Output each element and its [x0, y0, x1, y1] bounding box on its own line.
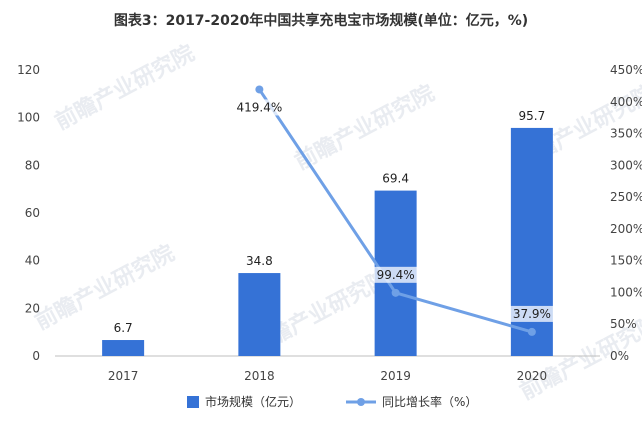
legend-line-marker	[357, 398, 365, 406]
line-point	[391, 288, 400, 297]
left-axis-tick-label: 80	[25, 158, 40, 172]
bar	[238, 273, 281, 356]
right-axis-tick-label: 400%	[610, 95, 642, 109]
line-data-label: 37.9%	[513, 307, 551, 321]
x-axis: 2017 2018 2019 2020	[108, 369, 547, 383]
right-axis-tick-label: 0%	[610, 349, 629, 363]
right-axis-tick-label: 300%	[610, 158, 642, 172]
x-axis-tick-label: 2018	[244, 369, 275, 383]
right-axis-tick-label: 200%	[610, 222, 642, 236]
x-axis-tick-label: 2020	[517, 369, 548, 383]
watermark-text: 前瞻产业研究院	[51, 40, 199, 135]
left-axis-tick-label: 20	[25, 301, 40, 315]
right-axis-tick-label: 450%	[610, 63, 642, 77]
legend-line-label: 同比增长率（%）	[382, 394, 477, 409]
left-axis-tick-label: 40	[25, 254, 40, 268]
bar-data-label: 69.4	[382, 172, 409, 186]
chart-title: 图表3：2017-2020年中国共享充电宝市场规模(单位：亿元，%)	[113, 13, 529, 29]
line-data-label: 419.4%	[236, 100, 282, 114]
right-axis-tick-label: 250%	[610, 190, 642, 204]
line-point	[527, 327, 536, 336]
watermark-text: 前瞻产业研究院	[31, 240, 179, 335]
left-axis-tick-label: 0	[32, 349, 40, 363]
bar-data-label: 95.7	[519, 109, 546, 123]
bar-data-label: 6.7	[114, 321, 133, 335]
line-point	[255, 85, 264, 94]
right-axis-tick-label: 100%	[610, 285, 642, 299]
legend-bar-label: 市场规模（亿元）	[205, 394, 301, 409]
x-axis-tick-label: 2017	[108, 369, 139, 383]
bar-data-label: 34.8	[246, 254, 273, 268]
bar	[102, 340, 145, 356]
left-axis: 0 20 40 60 80 100 120	[17, 63, 40, 363]
line-label-bg	[234, 99, 285, 116]
left-axis-tick-label: 60	[25, 206, 40, 220]
line-label-bg	[374, 266, 418, 283]
right-axis-tick-label: 50%	[610, 317, 637, 331]
left-axis-tick-label: 100	[17, 111, 40, 125]
legend-bar-swatch	[187, 396, 199, 408]
left-axis-tick-label: 120	[17, 63, 40, 77]
line-data-label: 99.4%	[377, 268, 415, 282]
right-axis-tick-label: 150%	[610, 254, 642, 268]
line-series: 419.4% 99.4% 37.9%	[234, 85, 554, 336]
right-axis: 0% 50% 100% 150% 200% 250% 300% 350% 400% 450%	[610, 63, 642, 363]
line-label-bg	[510, 305, 554, 322]
legend: 市场规模（亿元） 同比增长率（%）	[187, 394, 477, 409]
x-axis-tick-label: 2019	[380, 369, 411, 383]
watermark-text: 前瞻产业研究院	[291, 80, 439, 175]
right-axis-tick-label: 350%	[610, 127, 642, 141]
